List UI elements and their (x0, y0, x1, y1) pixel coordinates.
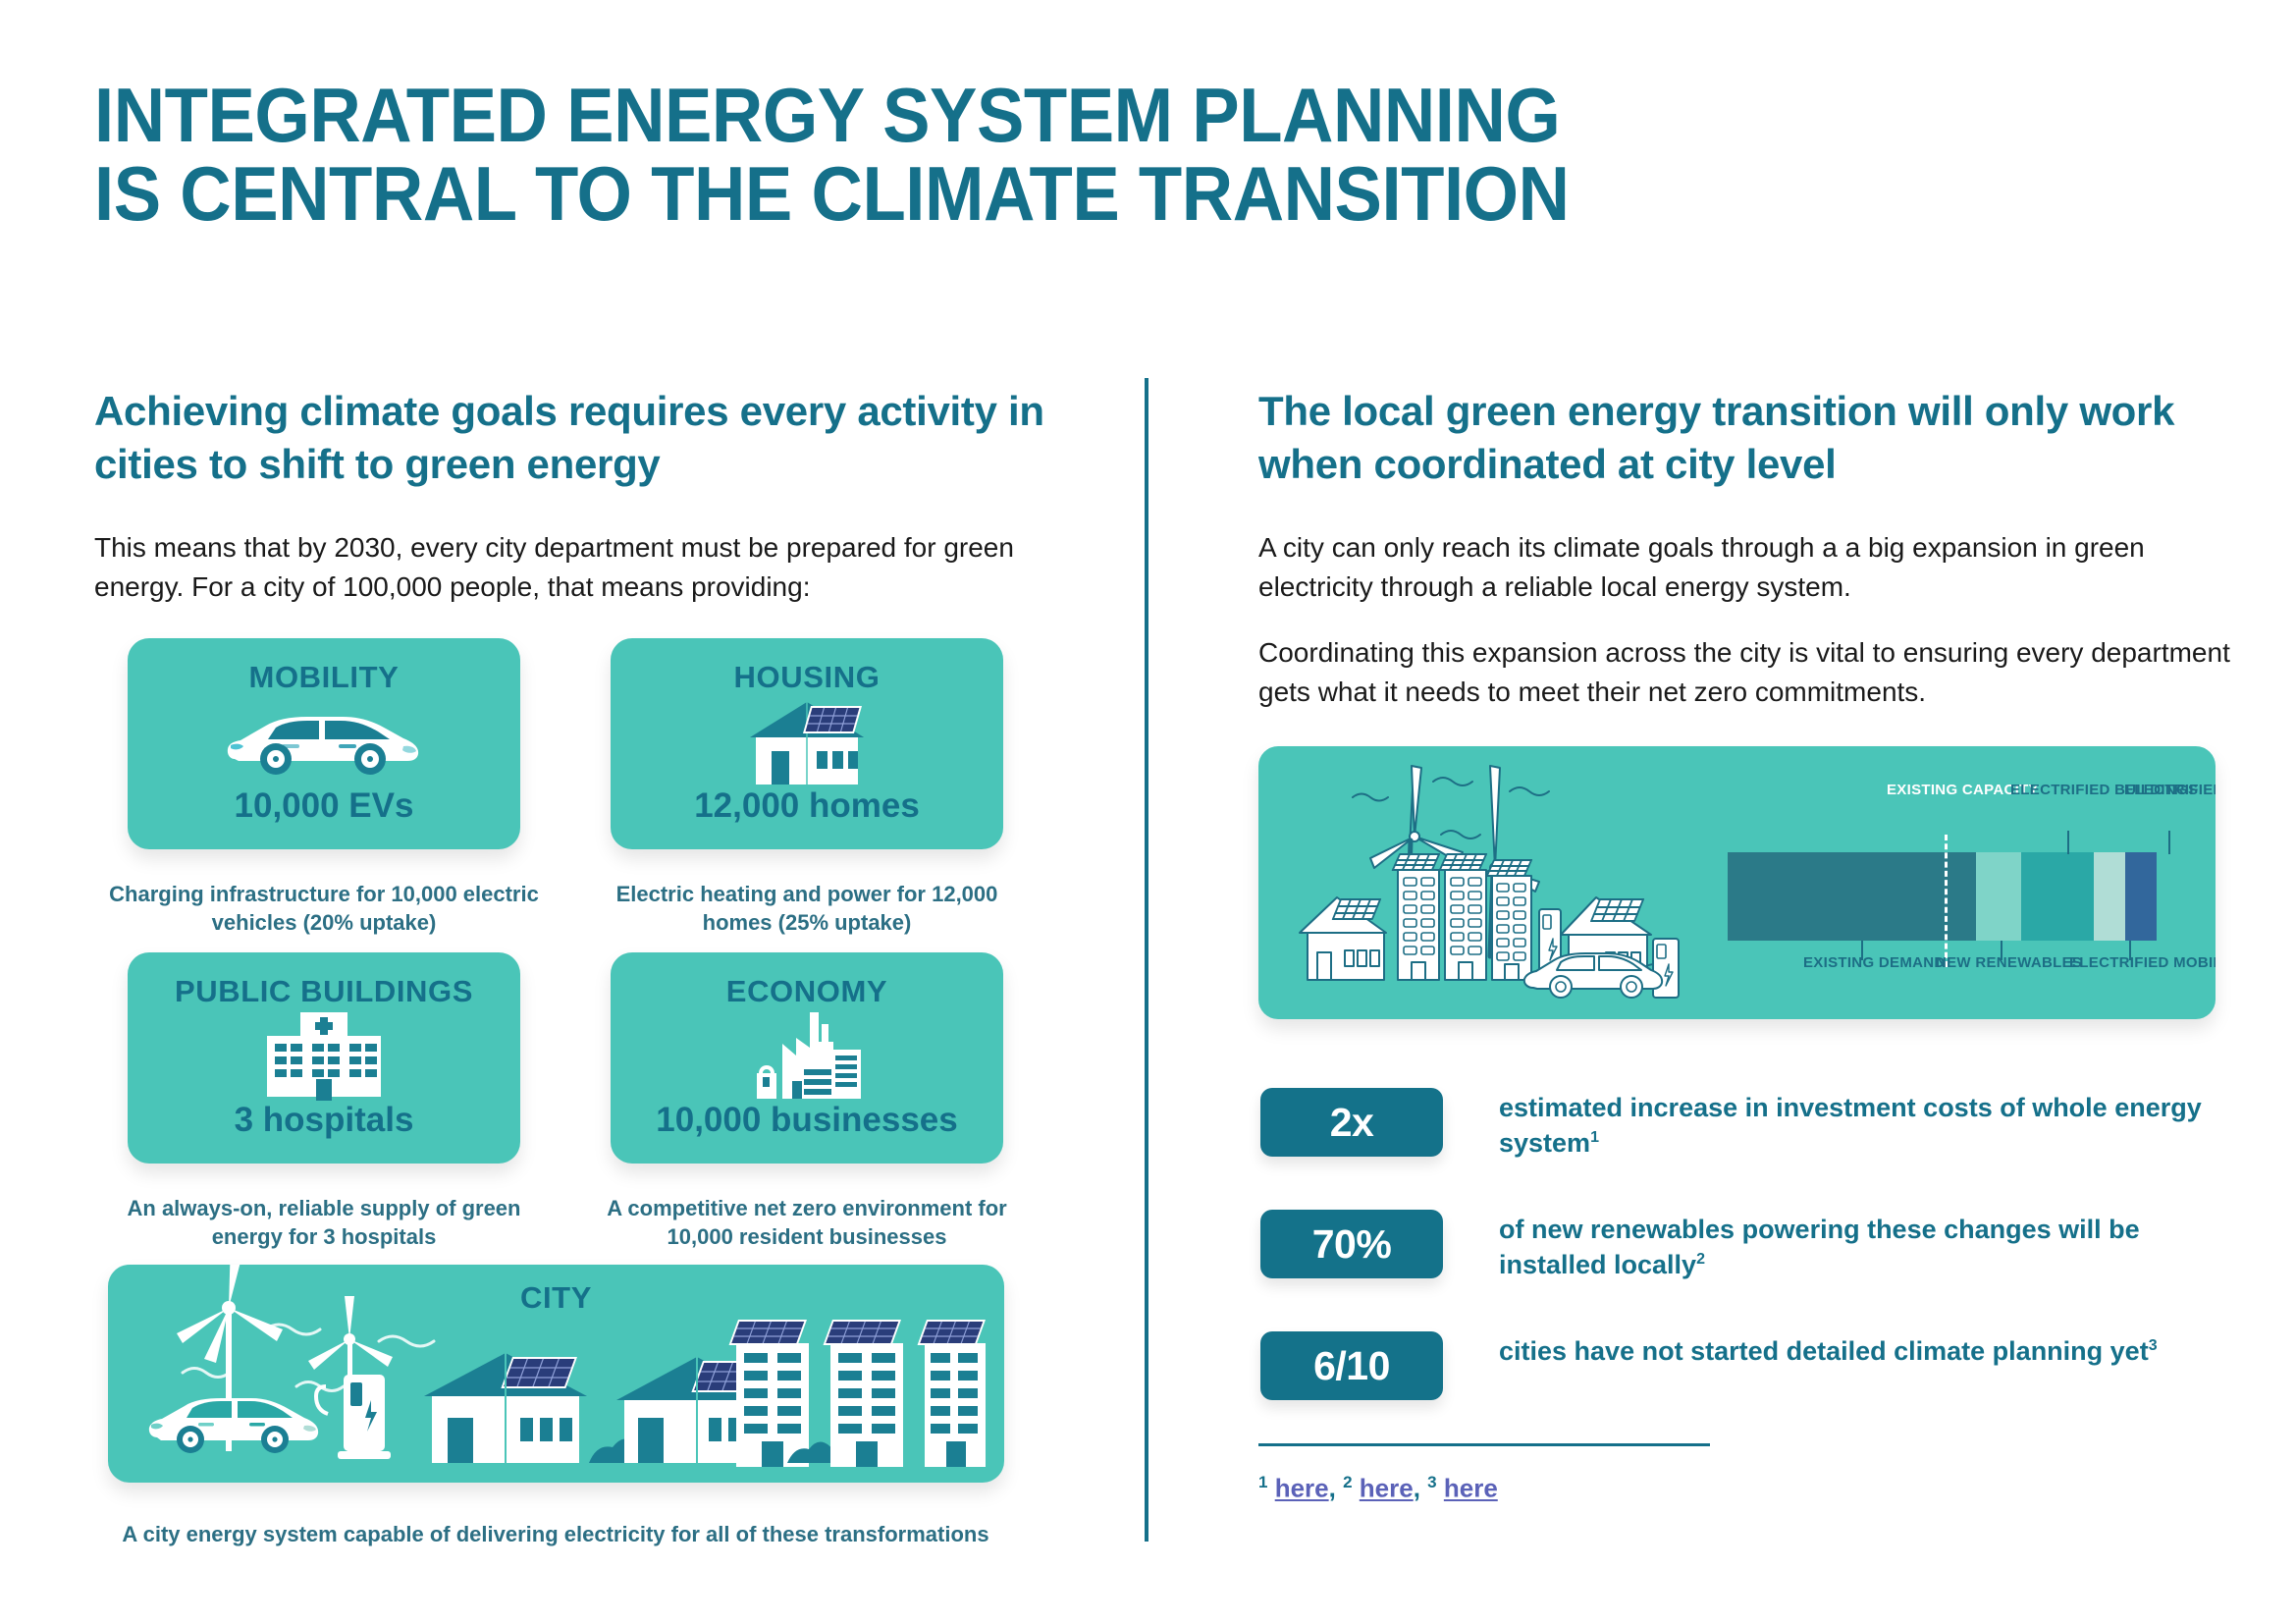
card-housing-title: HOUSING (733, 660, 881, 694)
card-public-buildings-value: 3 hospitals (234, 1101, 414, 1139)
page-title: INTEGRATED ENERGY SYSTEM PLANNING IS CEN… (94, 72, 2011, 237)
card-mobility-title: MOBILITY (248, 660, 400, 694)
footnote-links: 1 here, 2 here, 3 here (1258, 1473, 1498, 1504)
leader-line-electrified-industry (2168, 831, 2170, 854)
card-economy: ECONOMY (611, 952, 1003, 1164)
stacked-bar (1728, 852, 2179, 941)
footnote-sep-2: , (1413, 1473, 1428, 1503)
chart-label-new-renewables: NEW RENEWABLES (1936, 954, 2083, 971)
factory-icon (611, 1011, 1003, 1099)
card-mobility-value: 10,000 EVs (234, 786, 414, 825)
card-housing-caption: Electric heating and power for 12,000 ho… (615, 882, 998, 936)
footnote-marker-2: 2 (1343, 1473, 1353, 1491)
stat-badge-investment-cost: 2x (1260, 1088, 1443, 1157)
chart-label-existing-demand: EXISTING DEMAND (1803, 954, 1946, 971)
card-housing: HOUSING (611, 638, 1003, 849)
footnote-marker-1: 1 (1258, 1473, 1268, 1491)
card-economy-title: ECONOMY (725, 974, 888, 1008)
city-scene-icon (108, 1265, 1004, 1483)
card-city: CITY (108, 1265, 1004, 1483)
footnote-link-3[interactable]: here (1443, 1473, 1498, 1503)
right-paragraph-1: A city can only reach its climate goals … (1258, 532, 2145, 602)
leader-line-electrified-mobility (2129, 941, 2131, 960)
bar-segment-existing-demand (1728, 852, 1976, 941)
stacked-bar-chart: EXISTING CAPACITY ELECTRIFIED BUILDINGS … (1700, 746, 2216, 1019)
existing-capacity-marker (1945, 835, 1948, 967)
electric-car-icon (128, 709, 520, 775)
bar-segment-new-renewables (1976, 852, 2021, 941)
hospital-icon (128, 1011, 520, 1101)
card-city-caption: A city energy system capable of deliveri… (122, 1522, 989, 1546)
card-economy-value: 10,000 businesses (656, 1101, 958, 1139)
left-column-heading: Achieving climate goals requires every a… (94, 388, 1044, 487)
right-paragraph-2: Coordinating this expansion across the c… (1258, 637, 2230, 707)
chart-label-electrified-mobility: ELECTRIFIED MOBILITY (2069, 954, 2216, 971)
bar-segment-electrified-industry (2124, 852, 2157, 941)
bar-segment-electrified-mobility (2093, 852, 2125, 941)
footnote-divider (1258, 1443, 1710, 1446)
footnote-link-1[interactable]: here (1274, 1473, 1329, 1503)
footnote-marker-3: 3 (1427, 1473, 1437, 1491)
stat-badge-local-renewables: 70% (1260, 1210, 1443, 1278)
card-public-buildings-title: PUBLIC BUILDINGS (174, 974, 474, 1008)
stat-text-planning-progress: cities have not started detailed climate… (1499, 1336, 2158, 1366)
left-intro-paragraph: This means that by 2030, every city depa… (94, 532, 1014, 602)
card-public-buildings: PUBLIC BUILDINGS (128, 952, 520, 1164)
card-economy-caption: A competitive net zero environment for 1… (607, 1196, 1007, 1250)
leader-line-new-renewables (2001, 941, 2002, 960)
right-column-heading: The local green energy transition will o… (1258, 388, 2175, 487)
city-wind-ev-illustration (1266, 760, 1698, 1005)
stat-badge-planning-progress: 6/10 (1260, 1331, 1443, 1400)
leader-line-existing-demand (1861, 941, 1863, 960)
page-title-line-1: INTEGRATED ENERGY SYSTEM PLANNING (94, 72, 1561, 158)
stat-text-investment-cost: estimated increase in investment costs o… (1499, 1093, 2202, 1159)
chart-label-electrified-buildings: ELECTRIFIED BUILDINGS (2010, 782, 2199, 798)
footnote-link-2[interactable]: here (1359, 1473, 1414, 1503)
card-city-title: CITY (519, 1280, 592, 1315)
chart-label-electrified-industry: ELECTRIFIED INDUSTRY (2124, 782, 2216, 798)
card-mobility: MOBILITY 10,000 EVs (128, 638, 520, 849)
solar-house-icon (611, 701, 1003, 785)
column-divider (1145, 378, 1148, 1542)
bar-segment-electrified-buildings (2021, 852, 2094, 941)
page-title-line-2: IS CENTRAL TO THE CLIMATE TRANSITION (94, 149, 1570, 237)
stat-text-local-renewables: of new renewables powering these changes… (1499, 1215, 2140, 1280)
footnote-sep-1: , (1328, 1473, 1344, 1503)
energy-system-chart-panel: EXISTING CAPACITY ELECTRIFIED BUILDINGS … (1258, 746, 2216, 1019)
chart-label-existing-capacity: EXISTING CAPACITY (1887, 782, 2039, 798)
card-housing-value: 12,000 homes (694, 786, 920, 825)
leader-line-electrified-buildings (2067, 831, 2069, 854)
card-public-buildings-caption: An always-on, reliable supply of green e… (127, 1196, 521, 1250)
card-mobility-caption: Charging infrastructure for 10,000 elect… (109, 882, 539, 936)
